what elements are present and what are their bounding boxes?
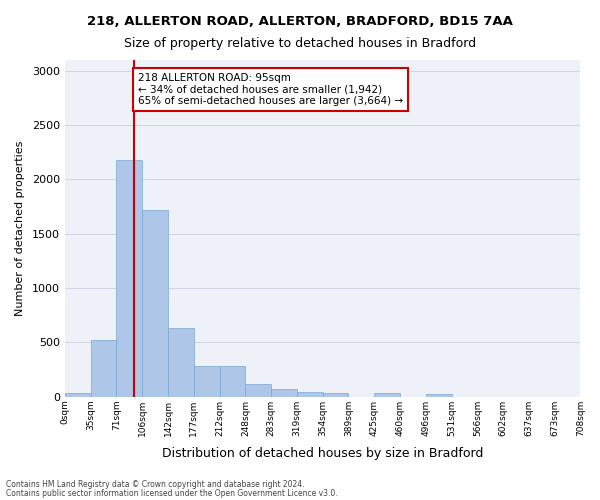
Bar xyxy=(168,328,194,396)
Bar xyxy=(142,210,168,396)
Text: Contains public sector information licensed under the Open Government Licence v3: Contains public sector information licen… xyxy=(6,488,338,498)
Bar xyxy=(65,394,91,396)
Y-axis label: Number of detached properties: Number of detached properties xyxy=(15,140,25,316)
Bar xyxy=(245,384,271,396)
Bar xyxy=(220,366,245,396)
Text: Size of property relative to detached houses in Bradford: Size of property relative to detached ho… xyxy=(124,38,476,51)
Bar xyxy=(194,366,220,396)
Bar xyxy=(426,394,452,396)
Bar xyxy=(297,392,323,396)
Bar xyxy=(91,340,116,396)
Text: 218 ALLERTON ROAD: 95sqm
← 34% of detached houses are smaller (1,942)
65% of sem: 218 ALLERTON ROAD: 95sqm ← 34% of detach… xyxy=(138,73,403,106)
X-axis label: Distribution of detached houses by size in Bradford: Distribution of detached houses by size … xyxy=(162,447,484,460)
Bar xyxy=(323,394,349,396)
Text: Contains HM Land Registry data © Crown copyright and database right 2024.: Contains HM Land Registry data © Crown c… xyxy=(6,480,305,489)
Bar xyxy=(271,389,297,396)
Bar xyxy=(116,160,142,396)
Text: 218, ALLERTON ROAD, ALLERTON, BRADFORD, BD15 7AA: 218, ALLERTON ROAD, ALLERTON, BRADFORD, … xyxy=(87,15,513,28)
Bar xyxy=(374,394,400,396)
